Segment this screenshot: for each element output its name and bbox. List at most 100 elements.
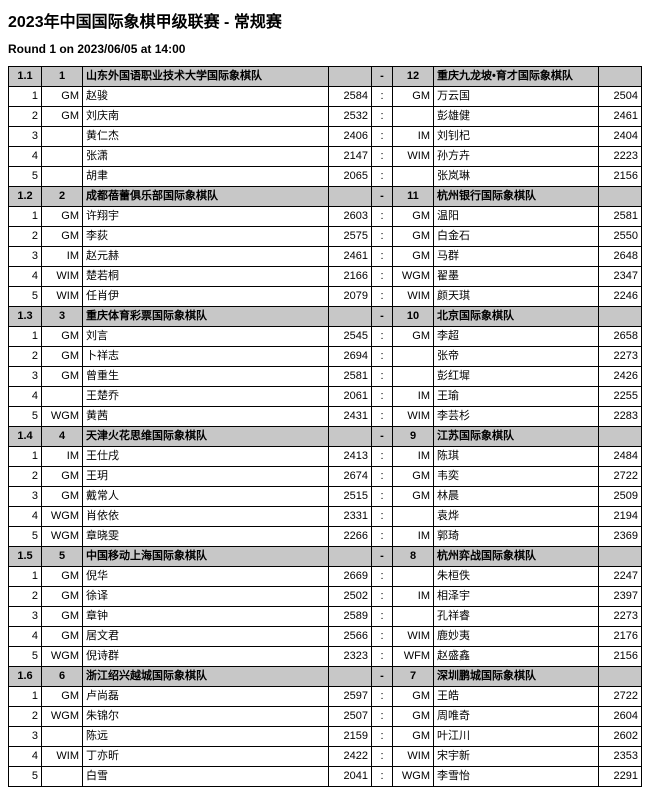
player-b: 王皓 [434, 687, 599, 707]
pairings-table: 1.11山东外国语职业技术大学国际象棋队-12重庆九龙坡•育才国际象棋队1GM赵… [8, 66, 642, 787]
player-b: 李超 [434, 327, 599, 347]
rating-b: 2404 [599, 127, 642, 147]
board-row: 5胡聿2065:张岚琳2156 [9, 167, 642, 187]
player-b: 相泽宇 [434, 587, 599, 607]
board-number: 5 [9, 767, 42, 787]
rating-a: 2515 [329, 487, 372, 507]
title-b [393, 507, 434, 527]
result: : [372, 387, 393, 407]
board-row: 5白雪2041:WGM李雪怡2291 [9, 767, 642, 787]
result: : [372, 407, 393, 427]
player-b: 陈琪 [434, 447, 599, 467]
player-b: 周唯奇 [434, 707, 599, 727]
title-b [393, 347, 434, 367]
player-a: 刘言 [83, 327, 329, 347]
board-number: 1 [9, 567, 42, 587]
player-b: 彭红墀 [434, 367, 599, 387]
result: : [372, 687, 393, 707]
player-b: 张帝 [434, 347, 599, 367]
result: : [372, 147, 393, 167]
board-number: 2 [9, 227, 42, 247]
board-row: 3IM赵元赫2461:GM马群2648 [9, 247, 642, 267]
blank [329, 307, 372, 327]
board-row: 2GM刘庆南2532:彭雄健2461 [9, 107, 642, 127]
player-a: 卜祥志 [83, 347, 329, 367]
team-b-name: 重庆九龙坡•育才国际象棋队 [434, 67, 599, 87]
player-a: 章钟 [83, 607, 329, 627]
player-a: 丁亦昕 [83, 747, 329, 767]
player-b: 李芸杉 [434, 407, 599, 427]
team-a-name: 山东外国语职业技术大学国际象棋队 [83, 67, 329, 87]
rating-b: 2255 [599, 387, 642, 407]
rating-a: 2079 [329, 287, 372, 307]
blank [599, 67, 642, 87]
title-a: GM [42, 207, 83, 227]
title-a [42, 167, 83, 187]
dash: - [372, 187, 393, 207]
player-a: 陈远 [83, 727, 329, 747]
rating-b: 2283 [599, 407, 642, 427]
rating-a: 2507 [329, 707, 372, 727]
title-b: GM [393, 327, 434, 347]
team-a-number: 1 [42, 67, 83, 87]
title-a: WGM [42, 527, 83, 547]
title-b: GM [393, 707, 434, 727]
rating-b: 2291 [599, 767, 642, 787]
blank [599, 547, 642, 567]
board-number: 5 [9, 527, 42, 547]
dash: - [372, 67, 393, 87]
player-b: 赵盛鑫 [434, 647, 599, 667]
player-a: 王玥 [83, 467, 329, 487]
title-a [42, 127, 83, 147]
player-a: 赵元赫 [83, 247, 329, 267]
player-b: 张岚琳 [434, 167, 599, 187]
team-b-number: 9 [393, 427, 434, 447]
player-b: 万云国 [434, 87, 599, 107]
rating-b: 2247 [599, 567, 642, 587]
rating-a: 2566 [329, 627, 372, 647]
match-header: 1.33重庆体育彩票国际象棋队-10北京国际象棋队 [9, 307, 642, 327]
player-a: 张潇 [83, 147, 329, 167]
rating-a: 2694 [329, 347, 372, 367]
team-b-number: 7 [393, 667, 434, 687]
rating-b: 2156 [599, 167, 642, 187]
board-row: 3陈远2159:GM叶江川2602 [9, 727, 642, 747]
player-b: 韦奕 [434, 467, 599, 487]
title-b [393, 567, 434, 587]
board-row: 1GM倪华2669:朱桓佚2247 [9, 567, 642, 587]
title-b: GM [393, 227, 434, 247]
player-a: 赵骏 [83, 87, 329, 107]
blank [329, 187, 372, 207]
team-a-number: 5 [42, 547, 83, 567]
board-row: 3GM戴常人2515:GM林晨2509 [9, 487, 642, 507]
board-row: 5WGM倪诗群2323:WFM赵盛鑫2156 [9, 647, 642, 667]
board-number: 1 [9, 87, 42, 107]
board-row: 4王楚乔2061:IM王瑜2255 [9, 387, 642, 407]
blank [329, 67, 372, 87]
title-b: GM [393, 247, 434, 267]
title-a: WIM [42, 287, 83, 307]
board-row: 2GM王玥2674:GM韦奕2722 [9, 467, 642, 487]
title-b: IM [393, 527, 434, 547]
board-number: 5 [9, 407, 42, 427]
team-b-number: 12 [393, 67, 434, 87]
player-b: 叶江川 [434, 727, 599, 747]
player-a: 王仕戌 [83, 447, 329, 467]
rating-b: 2347 [599, 267, 642, 287]
player-b: 王瑜 [434, 387, 599, 407]
player-a: 倪华 [83, 567, 329, 587]
match-number: 1.6 [9, 667, 42, 687]
rating-b: 2504 [599, 87, 642, 107]
title-a: GM [42, 467, 83, 487]
player-a: 肖依依 [83, 507, 329, 527]
rating-a: 2406 [329, 127, 372, 147]
rating-a: 2422 [329, 747, 372, 767]
title-b: GM [393, 207, 434, 227]
title-a: IM [42, 447, 83, 467]
board-row: 1GM刘言2545:GM李超2658 [9, 327, 642, 347]
player-a: 倪诗群 [83, 647, 329, 667]
title-b [393, 167, 434, 187]
title-a: WIM [42, 267, 83, 287]
rating-a: 2413 [329, 447, 372, 467]
rating-a: 2669 [329, 567, 372, 587]
